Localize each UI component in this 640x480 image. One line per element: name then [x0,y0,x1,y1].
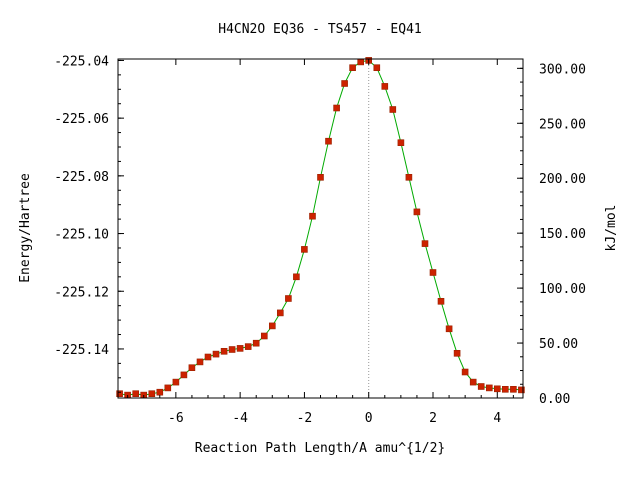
data-point [293,273,300,281]
data-point [389,106,397,113]
y-tick-label: -225.04 [54,54,109,69]
x-tick-label: 4 [493,411,501,426]
data-point [445,325,453,333]
data-point [510,385,517,393]
plot-frame [117,58,524,399]
y2-tick-label: 300.00 [539,62,586,77]
data-point [164,384,172,392]
data-point [317,174,324,181]
data-point [180,371,188,379]
data-point [405,174,413,181]
data-point [437,297,445,305]
axes: -6 -4 -2 0 2 4 -225.04 -225.06 -225.08 -225.10 -22… [54,54,586,426]
y2-axis-label: kJ/mol [604,205,619,252]
x-tick-label: -4 [232,411,248,426]
data-point [116,390,123,398]
data-point [156,388,164,396]
data-point [212,350,220,358]
y2-tick-label: 100.00 [539,282,586,297]
x-tick-label: -2 [297,411,313,426]
data-point [244,343,252,350]
data-point [421,240,429,247]
data-point [413,208,421,216]
data-point [381,83,389,90]
data-point [349,64,356,71]
data-point [357,58,365,66]
y-tick-label: -225.14 [54,343,109,358]
data-point [461,368,469,376]
data-point [285,295,292,302]
data-point [276,309,284,317]
data-point [228,346,236,353]
y-axis-label: Energy/Hartree [18,173,33,283]
x-tick-label: -6 [168,411,184,426]
data-point [493,385,501,393]
y2-tick-label: 150.00 [539,227,586,242]
data-point [132,390,139,398]
data-point [301,246,308,253]
x-tick-label: 0 [365,411,373,426]
data-point [252,339,260,347]
data-point [518,386,525,394]
data-point [469,378,477,386]
data-point [373,64,381,71]
y-tick-label: -225.10 [54,228,109,243]
data-point [325,137,332,145]
y2-tick-label: 50.00 [539,337,578,352]
data-point [268,322,276,330]
y2-tick-label: 250.00 [539,117,586,132]
data-point [236,345,244,352]
data-point [477,383,485,390]
data-point [204,353,212,361]
data-point [341,80,348,87]
x-axis-label: Reaction Path Length/A amu^{1/2} [195,441,445,456]
data-point [333,104,340,112]
series-line [119,59,522,396]
data-point [172,378,180,386]
data-point [220,347,228,355]
chart-title: H4CN2O EQ36 - TS457 - EQ41 [218,22,422,37]
data-point [196,358,204,366]
y-tick-label: -225.06 [54,112,109,127]
y-tick-label: -225.08 [54,170,109,185]
data-point [309,212,316,220]
plot-area [116,57,525,399]
y2-tick-label: 0.00 [539,392,570,407]
data-point [501,385,509,393]
y-tick-label: -225.12 [54,285,109,300]
data-point [188,364,196,372]
data-point [429,269,437,276]
data-point [148,390,156,398]
data-point [260,332,268,340]
x-tick-label: 2 [429,411,437,426]
data-point [453,349,461,357]
data-point [397,139,405,146]
y2-tick-label: 200.00 [539,172,586,187]
data-point [485,384,493,392]
